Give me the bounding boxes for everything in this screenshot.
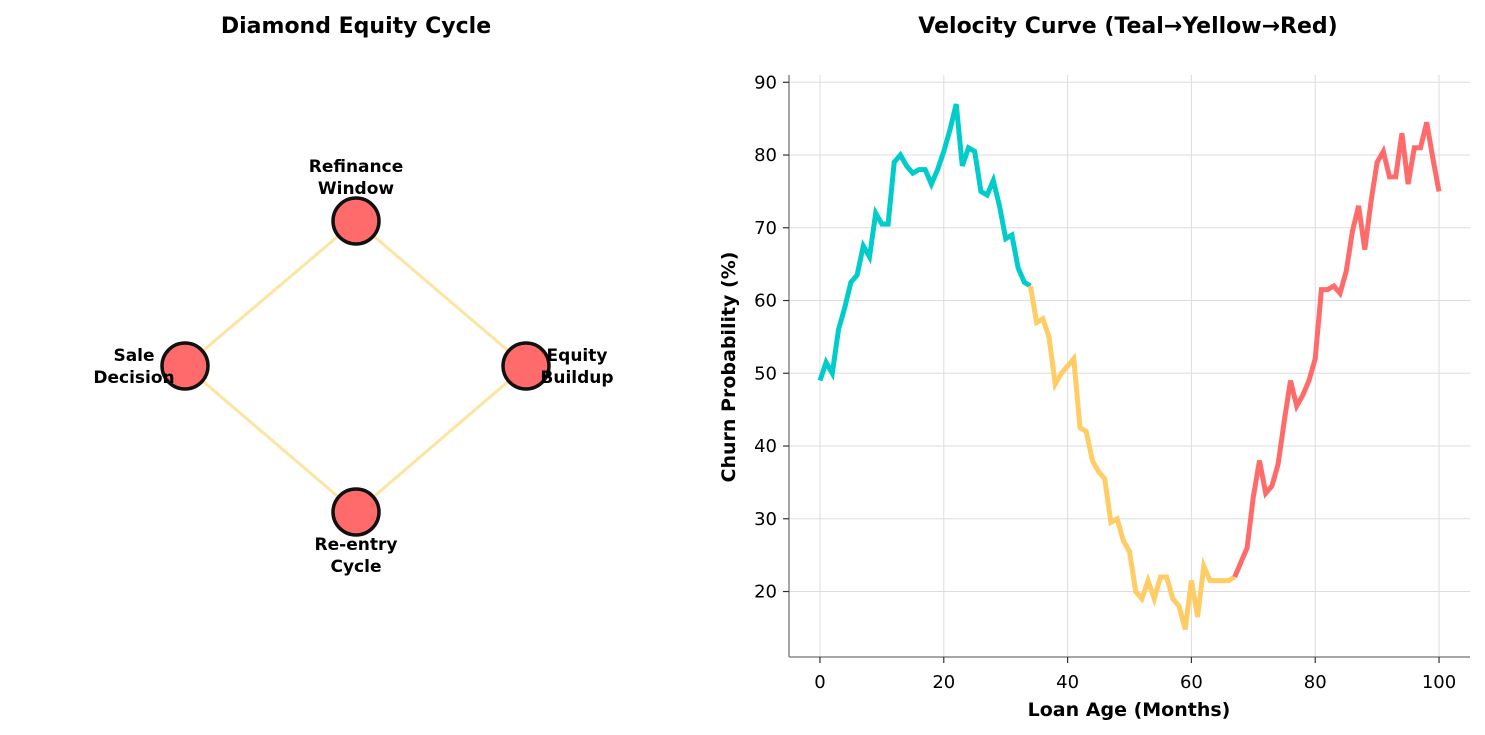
velocity-line-chart: Velocity Curve (Teal→Yellow→Red) 0 20 40 60… <box>718 14 1470 721</box>
node-refinance <box>331 196 381 246</box>
y-axis-ticks: 20 30 40 50 60 70 80 90 <box>754 72 789 603</box>
y-tick-label-80: 80 <box>754 145 777 166</box>
x-axis-label: Loan Age (Months) <box>1028 699 1231 721</box>
x-tick-label-100: 100 <box>1422 672 1456 693</box>
y-tick-label-70: 70 <box>754 218 777 239</box>
series-segment-yellow <box>1027 285 1236 631</box>
x-tick-label-40: 40 <box>1056 672 1079 693</box>
y-tick-label-90: 90 <box>754 72 777 93</box>
diagram-labels: Refinance Window Equity Buildup Re-entry Cycl… <box>93 157 613 577</box>
node-label-equity: Equity Buildup <box>540 346 613 388</box>
x-tick-label-60: 60 <box>1180 672 1203 693</box>
edge-reentry-sale <box>184 364 357 514</box>
x-tick-label-20: 20 <box>932 672 955 693</box>
diagram-edges <box>184 219 527 514</box>
series-segment-teal <box>817 103 1032 382</box>
edge-sale-refinance <box>184 219 357 368</box>
y-tick-label-30: 30 <box>754 509 777 530</box>
diamond-diagram: Diamond Equity Cycle Refinance Window Equi… <box>93 14 613 577</box>
diagram-nodes <box>160 196 551 537</box>
edge-refinance-equity <box>355 219 527 368</box>
series-lines <box>817 103 1442 631</box>
edge-equity-reentry <box>355 364 527 514</box>
x-tick-label-80: 80 <box>1304 672 1327 693</box>
node-label-reentry: Re-entry Cycle <box>315 535 398 577</box>
y-tick-label-40: 40 <box>754 436 777 457</box>
node-equity <box>501 341 551 391</box>
y-tick-label-20: 20 <box>754 582 777 603</box>
axes <box>788 75 1470 658</box>
node-reentry <box>331 487 381 537</box>
x-axis-ticks: 0 20 40 60 80 100 <box>814 657 1456 693</box>
y-tick-label-60: 60 <box>754 291 777 312</box>
chart-title: Velocity Curve (Teal→Yellow→Red) <box>918 14 1337 39</box>
grid-lines <box>789 75 1470 657</box>
node-label-refinance: Refinance Window <box>309 157 404 199</box>
node-sale <box>160 341 210 391</box>
x-tick-label-0: 0 <box>814 672 825 693</box>
y-tick-label-50: 50 <box>754 363 777 384</box>
y-axis-label: Churn Probability (%) <box>718 252 740 483</box>
series-segment-red <box>1232 121 1442 578</box>
node-label-sale: Sale Decision <box>93 346 174 388</box>
diagram-title: Diamond Equity Cycle <box>221 14 491 39</box>
